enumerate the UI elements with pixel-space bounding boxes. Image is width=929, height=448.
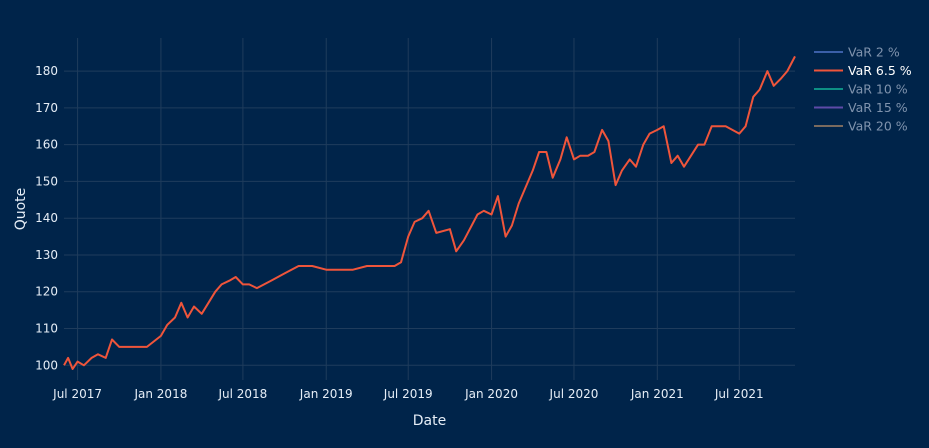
x-tick-label: Jul 2018 (217, 387, 267, 401)
y-tick-label: 130 (35, 248, 58, 262)
legend-item[interactable]: VaR 6.5 % (814, 63, 912, 78)
legend-label: VaR 2 % (848, 45, 900, 60)
y-axis-title: Quote (13, 188, 29, 231)
y-tick-label: 100 (35, 358, 58, 372)
x-tick-label: Jul 2017 (52, 387, 102, 401)
legend: VaR 2 % VaR 6.5 % VaR 10 % VaR 15 % VaR 20 % (814, 45, 912, 134)
y-tick-label: 180 (35, 64, 58, 78)
y-tick-label: 150 (35, 174, 58, 188)
x-axis: Jul 2017 Jan 2018 Jul 2018 Jan 2019 Jul 2019… (52, 387, 764, 401)
y-tick-label: 170 (35, 101, 58, 115)
legend-label: VaR 6.5 % (848, 63, 912, 78)
x-tick-label: Jul 2021 (714, 387, 764, 401)
legend-item[interactable]: VaR 20 % (814, 119, 908, 134)
x-tick-label: Jan 2018 (133, 387, 187, 401)
y-axis: 100 110 120 130 140 150 160 170 180 (35, 64, 58, 372)
grid (64, 38, 795, 380)
legend-item[interactable]: VaR 10 % (814, 82, 908, 97)
series-layer (63, 55, 796, 370)
x-axis-title: Date (413, 413, 446, 429)
legend-label: VaR 10 % (848, 82, 908, 97)
y-tick-label: 120 (35, 285, 58, 299)
legend-label: VaR 20 % (848, 119, 908, 134)
x-tick-label: Jan 2020 (464, 387, 518, 401)
y-tick-label: 160 (35, 138, 58, 152)
legend-item[interactable]: VaR 2 % (814, 45, 900, 60)
x-tick-label: Jan 2019 (299, 387, 353, 401)
x-tick-label: Jul 2020 (549, 387, 599, 401)
y-tick-label: 110 (35, 322, 58, 336)
legend-item[interactable]: VaR 15 % (814, 100, 908, 115)
legend-label: VaR 15 % (848, 100, 908, 115)
series-line-0 (63, 55, 796, 370)
x-tick-label: Jan 2021 (630, 387, 684, 401)
x-tick-label: Jul 2019 (383, 387, 433, 401)
y-tick-label: 140 (35, 211, 58, 225)
